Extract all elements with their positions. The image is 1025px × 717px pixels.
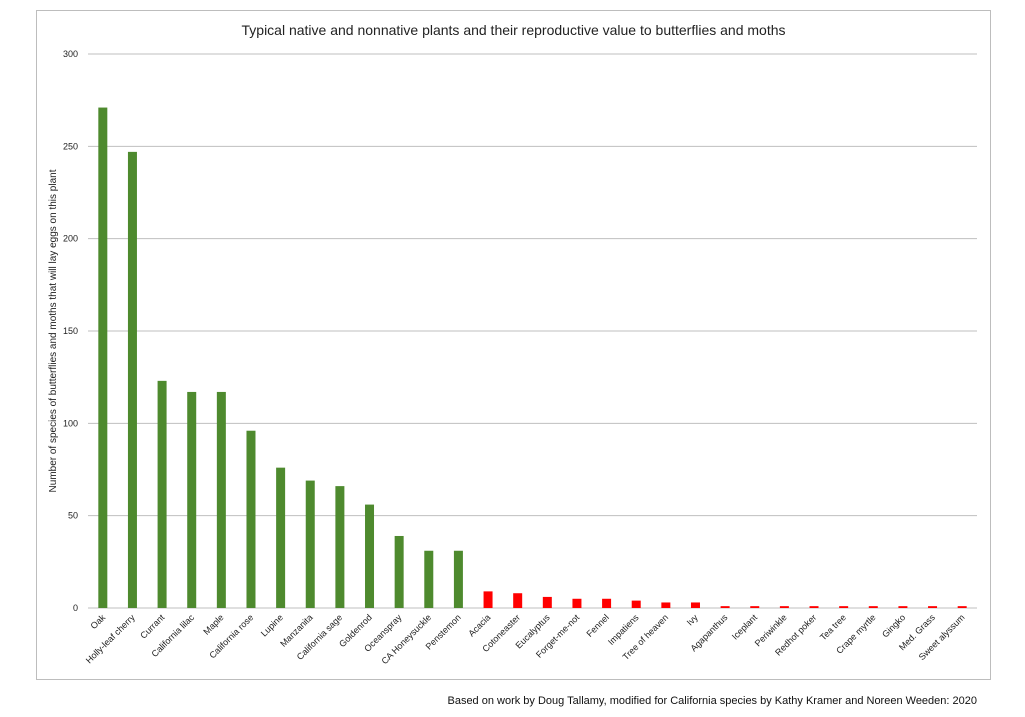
bar-5: [246, 430, 256, 608]
y-tick-label: 300: [63, 49, 78, 59]
y-tick-label: 100: [63, 418, 78, 428]
bar-27: [898, 606, 908, 608]
y-tick-label: 250: [63, 141, 78, 151]
bar-26: [868, 606, 878, 608]
chart-title: Typical native and nonnative plants and …: [241, 22, 786, 38]
y-axis-label: Number of species of butterflies and mot…: [48, 169, 59, 492]
bar-7: [305, 480, 315, 608]
bar-chart: 0 50 100 150 200 250 300 Number of species of b…: [48, 49, 977, 666]
x-tick-label: Lupine: [259, 612, 285, 638]
chart-caption: Based on work by Doug Tallamy, modified …: [447, 695, 977, 707]
bar-14: [513, 593, 523, 608]
x-tick-label: Currant: [138, 612, 167, 641]
bar-12: [453, 550, 463, 608]
bar-15: [542, 596, 552, 608]
y-tick-label: 200: [63, 234, 78, 244]
y-tick-label: 50: [68, 511, 78, 521]
bar-21: [720, 606, 730, 608]
bar-8: [335, 486, 345, 608]
bar-4: [216, 391, 226, 608]
x-tick-label: Acacia: [466, 612, 492, 638]
bar-22: [750, 606, 760, 608]
bar-13: [483, 591, 493, 608]
bar-23: [779, 606, 789, 608]
bar-20: [690, 602, 700, 608]
x-tick-label: Gingko: [880, 612, 907, 639]
x-tick-label: Maple: [201, 612, 225, 636]
bar-19: [661, 602, 671, 608]
x-tick-label: Oak: [88, 612, 107, 631]
bar-3: [187, 391, 197, 608]
bar-9: [365, 504, 375, 608]
x-tick-label: Ivy: [685, 612, 701, 628]
bar-6: [276, 467, 286, 608]
x-tick-label: Fennel: [584, 612, 611, 639]
bar-16: [572, 598, 582, 608]
bar-2: [157, 380, 167, 608]
bar-28: [928, 606, 938, 608]
y-tick-label: 150: [63, 326, 78, 336]
x-tick-label: Iceplant: [730, 612, 760, 642]
bar-10: [394, 535, 404, 608]
bar-17: [602, 598, 612, 608]
bar-24: [809, 606, 819, 608]
y-tick-label: 0: [73, 603, 78, 613]
bar-1: [127, 151, 137, 608]
bar-25: [839, 606, 849, 608]
bar-11: [424, 550, 434, 608]
bar-29: [957, 606, 967, 608]
bar-18: [631, 600, 641, 608]
bar-0: [98, 107, 108, 608]
x-tick-label: Tea tree: [818, 612, 848, 642]
